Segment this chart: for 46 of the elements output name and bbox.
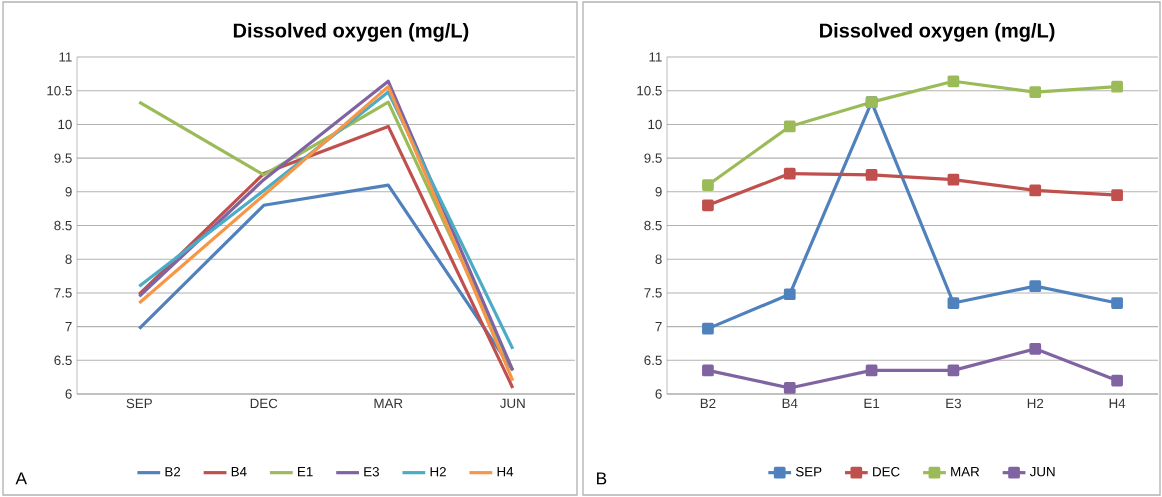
y-tick-label: 6.5 bbox=[644, 355, 662, 366]
chart-title: Dissolved oxygen (mg/L) bbox=[820, 22, 1055, 42]
legend-label: E3 bbox=[364, 467, 379, 477]
y-tick-label: 8 bbox=[65, 254, 72, 264]
legend-label: B2 bbox=[165, 467, 181, 477]
x-tick-label: E3 bbox=[946, 398, 961, 409]
x-tick-label: H4 bbox=[1109, 398, 1126, 408]
chart-title: Dissolved oxygen (mg/L) bbox=[233, 22, 469, 42]
legend-label: SEP bbox=[795, 467, 822, 477]
x-tick-label: B4 bbox=[782, 398, 798, 408]
y-tick-label: 6 bbox=[655, 389, 662, 399]
y-tick-label: 7.5 bbox=[54, 288, 72, 298]
x-tick-label: SEP bbox=[126, 398, 152, 409]
x-tick-label: E1 bbox=[864, 398, 880, 408]
y-tick-label: 9 bbox=[65, 187, 72, 197]
y-tick-label: 8.5 bbox=[54, 220, 72, 231]
y-tick-label: 11 bbox=[59, 52, 72, 62]
legend-label: E1 bbox=[298, 467, 313, 477]
y-tick-label: 7 bbox=[655, 322, 662, 332]
y-tick-label: 8 bbox=[655, 254, 662, 264]
y-tick-label: 7.5 bbox=[644, 288, 662, 298]
y-tick-label: 9.5 bbox=[644, 153, 662, 163]
x-tick-label: H2 bbox=[1027, 398, 1044, 409]
y-tick-label: 9.5 bbox=[54, 153, 72, 163]
x-tick-label: JUN bbox=[500, 398, 525, 409]
y-tick-label: 6 bbox=[65, 389, 72, 399]
y-tick-label: 9 bbox=[655, 187, 662, 197]
legend-label: JUN bbox=[1029, 467, 1055, 477]
x-tick-label: MAR bbox=[374, 398, 403, 408]
y-tick-label: 11 bbox=[649, 52, 662, 62]
x-tick-label: DEC bbox=[250, 398, 278, 409]
y-tick-label: 6.5 bbox=[54, 355, 72, 366]
legend-label: B4 bbox=[231, 467, 247, 477]
y-tick-label: 10.5 bbox=[637, 86, 662, 96]
text: A bbox=[15, 472, 28, 485]
y-tick-label: 8.5 bbox=[644, 220, 662, 231]
legend-label: DEC bbox=[873, 467, 900, 477]
y-tick-label: 7 bbox=[65, 322, 72, 332]
legend-label: H4 bbox=[497, 467, 514, 477]
y-tick-label: 10.5 bbox=[47, 86, 72, 96]
x-tick-label: B2 bbox=[700, 398, 716, 409]
y-tick-label: 10 bbox=[648, 119, 662, 130]
legend-label: MAR bbox=[951, 467, 980, 477]
legend-label: H2 bbox=[430, 467, 446, 477]
text: B bbox=[597, 472, 607, 485]
y-tick-label: 10 bbox=[58, 119, 72, 130]
